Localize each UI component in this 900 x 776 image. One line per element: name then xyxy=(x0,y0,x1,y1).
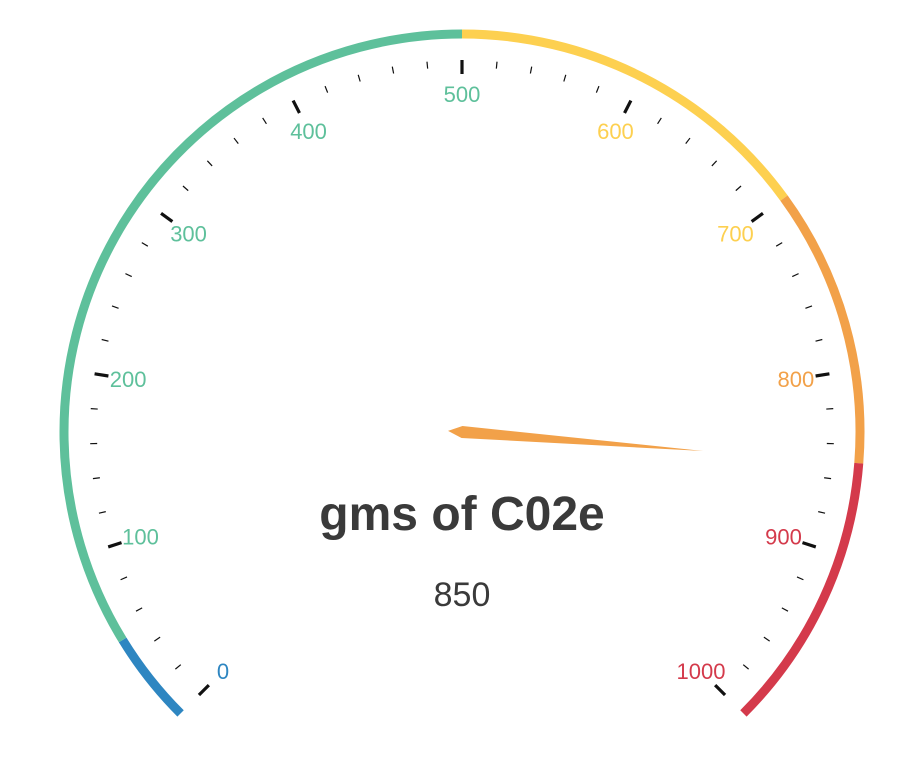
major-tick xyxy=(815,372,830,378)
minor-tick xyxy=(233,137,239,144)
minor-tick xyxy=(120,576,128,581)
minor-tick xyxy=(529,66,533,74)
minor-tick xyxy=(206,160,213,167)
minor-tick xyxy=(815,338,823,342)
tick-label: 1000 xyxy=(677,659,726,684)
minor-tick xyxy=(391,66,395,74)
minor-tick xyxy=(763,636,771,642)
minor-tick xyxy=(818,511,826,514)
major-tick xyxy=(107,541,123,549)
tick-label: 800 xyxy=(777,367,814,392)
major-tick xyxy=(94,372,109,378)
gauge-band-3 xyxy=(780,195,865,464)
gauge-tick-labels: 0 100 200 300 400 500 600 700 800 900 1000 xyxy=(110,82,814,684)
major-tick xyxy=(197,684,210,697)
minor-tick xyxy=(426,61,429,69)
gauge-value: 850 xyxy=(434,576,491,614)
major-tick xyxy=(750,212,764,223)
minor-tick xyxy=(711,160,718,167)
tick-label: 0 xyxy=(217,659,229,684)
minor-tick xyxy=(135,607,143,612)
gauge-ticks xyxy=(90,60,834,697)
gauge-title: gms of C02e xyxy=(319,488,604,541)
gauge-bands xyxy=(59,29,865,717)
minor-tick xyxy=(92,477,100,480)
minor-tick xyxy=(792,273,799,278)
minor-tick xyxy=(101,338,109,342)
minor-tick xyxy=(262,117,267,125)
gauge-needle xyxy=(448,426,704,451)
major-tick xyxy=(291,99,301,114)
minor-tick xyxy=(805,305,813,309)
gauge-band-1 xyxy=(59,29,463,643)
minor-tick xyxy=(796,576,804,581)
minor-tick xyxy=(657,117,662,125)
minor-tick xyxy=(685,137,691,144)
minor-tick xyxy=(824,477,832,480)
minor-tick xyxy=(495,61,498,69)
minor-tick xyxy=(735,185,742,192)
minor-tick xyxy=(595,85,600,93)
tick-label: 900 xyxy=(765,524,802,549)
gauge-band-2 xyxy=(461,29,788,201)
minor-tick xyxy=(125,273,132,278)
tick-label: 400 xyxy=(290,119,327,144)
minor-tick xyxy=(324,85,329,93)
tick-label: 100 xyxy=(122,524,159,549)
minor-tick xyxy=(141,242,149,247)
tick-label: 200 xyxy=(110,367,147,392)
minor-tick xyxy=(174,664,182,670)
tick-label: 600 xyxy=(597,119,634,144)
major-tick xyxy=(623,99,633,114)
minor-tick xyxy=(111,305,119,309)
minor-tick xyxy=(781,607,789,612)
minor-tick xyxy=(357,74,361,82)
minor-tick xyxy=(98,511,106,514)
minor-tick xyxy=(182,185,189,192)
gauge-band-4 xyxy=(740,462,864,717)
major-tick xyxy=(160,212,174,223)
minor-tick xyxy=(742,664,750,670)
major-tick xyxy=(714,684,727,697)
gauge-needle-group xyxy=(448,426,704,451)
minor-tick xyxy=(775,242,783,247)
minor-tick xyxy=(153,636,161,642)
tick-label: 500 xyxy=(444,82,481,107)
minor-tick xyxy=(563,74,567,82)
major-tick xyxy=(801,541,817,549)
tick-label: 300 xyxy=(170,221,207,246)
tick-label: 700 xyxy=(717,221,754,246)
gauge-band-0 xyxy=(118,637,184,717)
